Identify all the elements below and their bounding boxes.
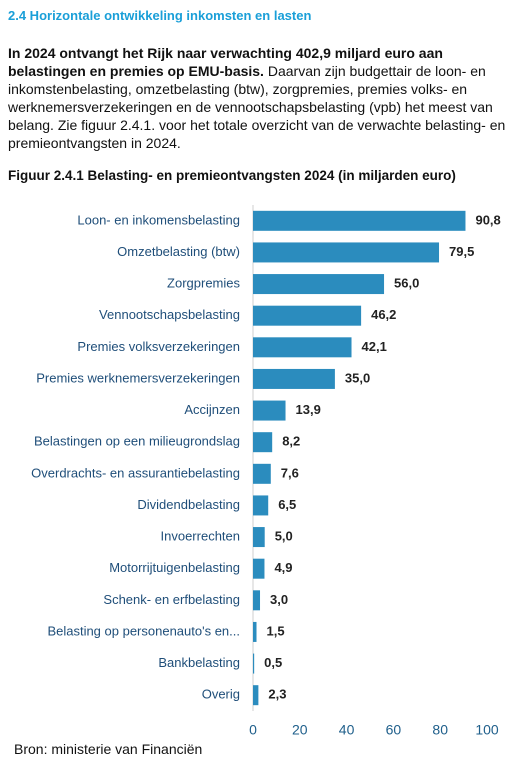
bar <box>253 558 265 579</box>
value-label: 13,9 <box>296 402 321 417</box>
value-label: 56,0 <box>394 276 419 291</box>
intro-text: Daarvan zijn budgettair de loon- en inko… <box>8 63 506 151</box>
bar <box>253 495 269 516</box>
bar <box>253 368 335 389</box>
intro-paragraph: In 2024 ontvangt het Rijk naar verwachti… <box>8 44 513 152</box>
x-tick-label: 100 <box>475 722 499 738</box>
x-tick-label: 80 <box>432 722 448 738</box>
bar <box>253 463 271 484</box>
bar <box>253 685 259 706</box>
category-label: Premies volksverzekeringen <box>77 339 240 354</box>
bar <box>253 590 261 611</box>
category-label: Motorrijtuigenbelasting <box>109 560 240 575</box>
bar <box>253 400 286 421</box>
category-label: Accijnzen <box>184 402 240 417</box>
category-label: Dividendbelasting <box>137 497 240 512</box>
category-label: Loon- en inkomensbelasting <box>77 212 240 227</box>
value-label: 46,2 <box>371 307 396 322</box>
value-label: 0,5 <box>264 655 282 670</box>
category-label: Bankbelasting <box>158 655 240 670</box>
value-label: 2,3 <box>268 687 286 702</box>
value-label: 90,8 <box>475 212 500 227</box>
category-label: Invoerrechten <box>161 529 241 544</box>
value-label: 7,6 <box>281 465 299 480</box>
category-label: Schenk- en erfbelasting <box>103 592 240 607</box>
bar <box>253 653 255 674</box>
category-label: Omzetbelasting (btw) <box>117 244 240 259</box>
bar <box>253 432 273 453</box>
category-label: Overdrachts- en assurantiebelasting <box>31 465 240 480</box>
x-tick-label: 20 <box>292 722 308 738</box>
x-tick-label: 40 <box>339 722 355 738</box>
value-label: 8,2 <box>282 434 300 449</box>
bar <box>253 210 466 231</box>
value-label: 4,9 <box>274 560 292 575</box>
bar <box>253 527 265 548</box>
bar <box>253 337 352 358</box>
bar <box>253 274 385 295</box>
value-label: 35,0 <box>345 370 370 385</box>
category-label: Belastingen op een milieugrondslag <box>34 434 240 449</box>
figure-title: Figuur 2.4.1 Belasting- en premieontvang… <box>8 168 456 183</box>
category-label: Zorgpremies <box>167 276 240 291</box>
category-label: Belasting op personenauto's en... <box>47 623 240 638</box>
value-label: 6,5 <box>278 497 296 512</box>
x-tick-label: 0 <box>249 722 257 738</box>
value-label: 79,5 <box>449 244 474 259</box>
bar <box>253 242 440 263</box>
value-label: 5,0 <box>275 529 293 544</box>
category-label: Premies werknemersverzekeringen <box>36 370 240 385</box>
value-label: 3,0 <box>270 592 288 607</box>
bar <box>253 621 257 642</box>
value-label: 1,5 <box>267 623 285 638</box>
category-label: Overig <box>202 687 240 702</box>
section-title: 2.4 Horizontale ontwikkeling inkomsten e… <box>8 8 312 23</box>
source: Bron: ministerie van Financiën <box>14 741 203 757</box>
category-label: Vennootschapsbelasting <box>99 307 240 322</box>
value-label: 42,1 <box>362 339 387 354</box>
bar <box>253 305 362 326</box>
x-tick-label: 60 <box>386 722 402 738</box>
intro-bold: In 2024 ontvangt het Rijk naar verwachti… <box>8 45 443 79</box>
